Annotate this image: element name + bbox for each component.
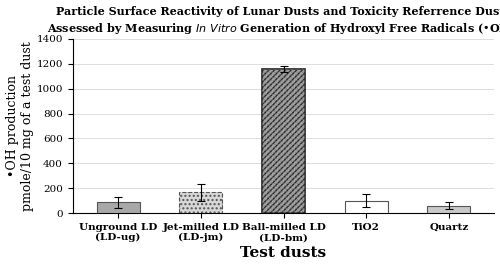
- Bar: [180, 193, 222, 213]
- X-axis label: Test dusts: Test dusts: [240, 246, 326, 260]
- Bar: [262, 69, 305, 213]
- Y-axis label: •OH production
pmole/10 mg of a test dust: •OH production pmole/10 mg of a test dus…: [6, 41, 34, 211]
- Bar: [262, 69, 305, 213]
- Bar: [262, 69, 305, 213]
- Title: Particle Surface Reactivity of Lunar Dusts and Toxicity Referrence Dusts
Assesse: Particle Surface Reactivity of Lunar Dus…: [48, 6, 500, 36]
- Bar: [428, 206, 470, 213]
- Bar: [344, 201, 388, 213]
- Bar: [96, 202, 140, 213]
